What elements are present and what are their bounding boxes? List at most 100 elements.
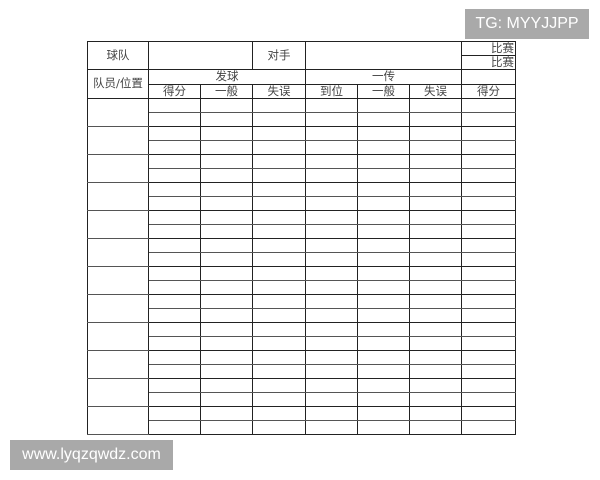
stat-cell[interactable] — [252, 322, 306, 337]
stat-cell[interactable] — [148, 322, 201, 337]
stat-cell[interactable] — [357, 196, 410, 211]
stat-cell[interactable] — [357, 378, 410, 393]
stat-cell[interactable] — [148, 406, 201, 421]
stat-cell[interactable] — [200, 210, 253, 225]
stat-cell[interactable] — [200, 140, 253, 155]
stat-cell[interactable] — [200, 182, 253, 197]
stat-cell[interactable] — [305, 350, 358, 365]
stat-cell[interactable] — [252, 182, 306, 197]
stat-cell[interactable] — [252, 98, 306, 113]
stat-cell[interactable] — [357, 98, 410, 113]
stat-cell[interactable] — [408, 336, 463, 351]
stat-cell[interactable] — [200, 308, 253, 323]
stat-cell[interactable] — [148, 350, 201, 365]
stat-cell[interactable] — [357, 266, 410, 281]
stat-cell[interactable] — [461, 392, 517, 407]
player-name-cell[interactable] — [87, 350, 149, 379]
stat-cell[interactable] — [200, 98, 253, 113]
player-name-cell[interactable] — [87, 210, 149, 239]
stat-cell[interactable] — [200, 252, 253, 267]
stat-cell[interactable] — [408, 112, 463, 127]
stat-cell[interactable] — [408, 350, 463, 365]
stat-cell[interactable] — [357, 350, 410, 365]
stat-cell[interactable] — [148, 266, 201, 281]
stat-cell[interactable] — [305, 406, 358, 421]
stat-cell[interactable] — [148, 126, 201, 141]
stat-cell[interactable] — [461, 210, 517, 225]
stat-cell[interactable] — [200, 126, 253, 141]
stat-cell[interactable] — [200, 238, 253, 253]
player-name-cell[interactable] — [87, 322, 149, 351]
stat-cell[interactable] — [357, 182, 410, 197]
stat-cell[interactable] — [148, 112, 201, 127]
stat-cell[interactable] — [461, 350, 517, 365]
stat-cell[interactable] — [305, 126, 358, 141]
stat-cell[interactable] — [357, 294, 410, 309]
player-name-cell[interactable] — [87, 98, 149, 127]
stat-cell[interactable] — [200, 266, 253, 281]
stat-cell[interactable] — [408, 280, 463, 295]
stat-cell[interactable] — [408, 322, 463, 337]
stat-cell[interactable] — [200, 420, 253, 435]
player-name-cell[interactable] — [87, 294, 149, 323]
stat-cell[interactable] — [252, 406, 306, 421]
stat-cell[interactable] — [305, 364, 358, 379]
stat-cell[interactable] — [461, 196, 517, 211]
stat-cell[interactable] — [305, 280, 358, 295]
stat-cell[interactable] — [305, 252, 358, 267]
stat-cell[interactable] — [408, 238, 463, 253]
stat-cell[interactable] — [148, 196, 201, 211]
stat-cell[interactable] — [305, 294, 358, 309]
stat-cell[interactable] — [305, 196, 358, 211]
stat-cell[interactable] — [408, 224, 463, 239]
stat-cell[interactable] — [461, 140, 517, 155]
stat-cell[interactable] — [252, 364, 306, 379]
player-name-cell[interactable] — [87, 154, 149, 183]
stat-cell[interactable] — [357, 224, 410, 239]
stat-cell[interactable] — [148, 308, 201, 323]
stat-cell[interactable] — [461, 154, 517, 169]
opponent-field[interactable] — [304, 41, 463, 70]
stat-cell[interactable] — [148, 280, 201, 295]
stat-cell[interactable] — [200, 350, 253, 365]
stat-cell[interactable] — [408, 126, 463, 141]
stat-cell[interactable] — [305, 168, 358, 183]
stat-cell[interactable] — [148, 182, 201, 197]
stat-cell[interactable] — [305, 420, 358, 435]
stat-cell[interactable] — [252, 266, 306, 281]
player-name-cell[interactable] — [87, 266, 149, 295]
stat-cell[interactable] — [408, 252, 463, 267]
stat-cell[interactable] — [252, 350, 306, 365]
stat-cell[interactable] — [357, 140, 410, 155]
stat-cell[interactable] — [148, 364, 201, 379]
stat-cell[interactable] — [408, 98, 463, 113]
stat-cell[interactable] — [200, 196, 253, 211]
stat-cell[interactable] — [461, 252, 517, 267]
stat-cell[interactable] — [252, 210, 306, 225]
stat-cell[interactable] — [305, 224, 358, 239]
stat-cell[interactable] — [408, 140, 463, 155]
stat-cell[interactable] — [148, 378, 201, 393]
stat-cell[interactable] — [357, 336, 410, 351]
stat-cell[interactable] — [305, 140, 358, 155]
stat-cell[interactable] — [252, 308, 306, 323]
stat-cell[interactable] — [148, 420, 201, 435]
player-name-cell[interactable] — [87, 126, 149, 155]
stat-cell[interactable] — [461, 238, 517, 253]
stat-cell[interactable] — [148, 168, 201, 183]
stat-cell[interactable] — [252, 336, 306, 351]
stat-cell[interactable] — [305, 322, 358, 337]
stat-cell[interactable] — [408, 406, 463, 421]
stat-cell[interactable] — [200, 280, 253, 295]
stat-cell[interactable] — [461, 280, 517, 295]
stat-cell[interactable] — [252, 224, 306, 239]
stat-cell[interactable] — [148, 98, 201, 113]
stat-cell[interactable] — [252, 280, 306, 295]
stat-cell[interactable] — [357, 210, 410, 225]
stat-cell[interactable] — [461, 378, 517, 393]
stat-cell[interactable] — [357, 322, 410, 337]
stat-cell[interactable] — [461, 224, 517, 239]
stat-cell[interactable] — [408, 210, 463, 225]
stat-cell[interactable] — [148, 140, 201, 155]
stat-cell[interactable] — [305, 154, 358, 169]
